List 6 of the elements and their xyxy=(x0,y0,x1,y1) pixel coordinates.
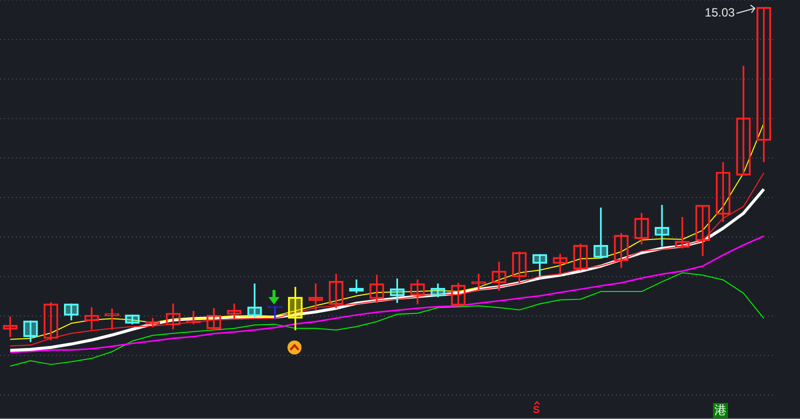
candlestick xyxy=(104,308,120,330)
text: S xyxy=(533,405,540,416)
candlestick xyxy=(654,204,670,246)
annotation: 15.03 xyxy=(704,6,736,20)
candlestick xyxy=(430,284,446,298)
text: 港 xyxy=(713,403,728,418)
